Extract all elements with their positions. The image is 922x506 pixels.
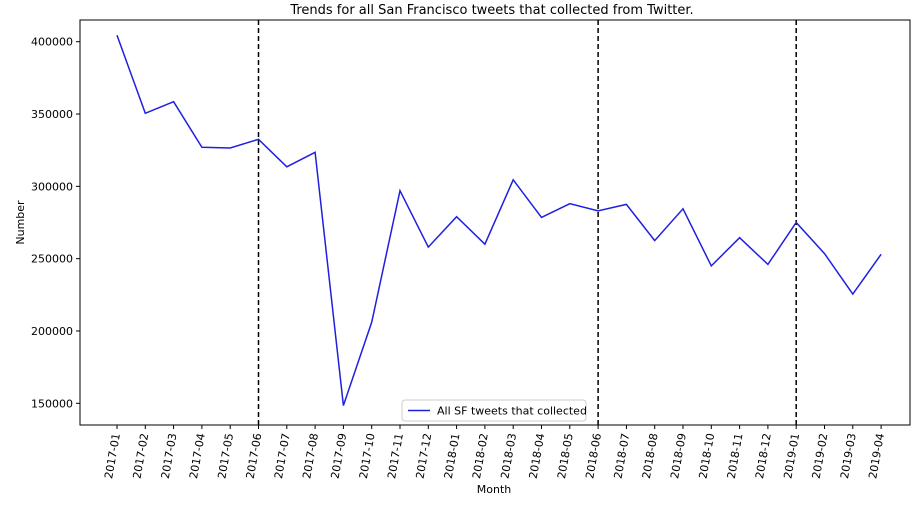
y-tick-label: 200000 — [31, 325, 73, 338]
x-tick-label: 2017-09 — [329, 432, 350, 480]
x-tick-label: 2017-07 — [272, 432, 293, 480]
x-tick-label: 2018-01 — [442, 432, 463, 480]
x-tick-label: 2018-05 — [555, 432, 576, 480]
y-axis-label: Number — [14, 200, 27, 245]
y-tick-label: 250000 — [31, 253, 73, 266]
x-tick-label: 2018-10 — [696, 432, 717, 480]
x-tick-label: 2018-02 — [470, 432, 491, 480]
x-tick-label: 2018-06 — [583, 432, 604, 480]
x-tick-label: 2019-03 — [838, 432, 859, 480]
x-tick-label: 2017-06 — [244, 432, 265, 480]
x-tick-label: 2017-02 — [130, 432, 151, 480]
y-tick-label: 150000 — [31, 397, 73, 410]
x-tick-label: 2019-01 — [781, 432, 802, 480]
x-tick-label: 2018-08 — [640, 432, 661, 480]
x-tick-label: 2017-03 — [159, 432, 180, 480]
x-tick-label: 2017-05 — [215, 432, 236, 480]
y-tick-label: 350000 — [31, 108, 73, 121]
x-tick-label: 2018-04 — [527, 432, 548, 480]
y-tick-label: 400000 — [31, 36, 73, 49]
series-line — [116, 34, 882, 406]
x-tick-label: 2018-09 — [668, 432, 689, 480]
x-tick-label: 2019-04 — [866, 432, 887, 480]
y-tick-label: 300000 — [31, 180, 73, 193]
x-tick-label: 2018-03 — [498, 432, 519, 480]
legend: All SF tweets that collected — [401, 399, 587, 422]
x-tick-label: 2018-12 — [753, 432, 774, 480]
plot-area: 150000 200000 250000 300000 350000 400000 2017… — [31, 19, 911, 480]
x-tick-label: 2017-12 — [413, 432, 434, 480]
chart-title: Trends for all San Francisco tweets that… — [289, 3, 693, 18]
x-tick-label: 2017-11 — [385, 432, 406, 480]
x-tick-label: 2017-01 — [102, 432, 123, 480]
x-tick-label: 2019-02 — [810, 432, 831, 480]
legend-box — [401, 399, 587, 422]
x-tick-label: 2017-08 — [300, 432, 321, 480]
x-axis-label: Month — [477, 483, 512, 496]
x-tick-label: 2017-04 — [187, 432, 208, 480]
legend-label: All SF tweets that collected — [437, 405, 587, 418]
x-tick-label: 2017-10 — [357, 432, 378, 480]
x-tick-label: 2018-07 — [612, 432, 633, 480]
plot-frame — [79, 19, 911, 426]
x-tick-label: 2018-11 — [725, 432, 746, 480]
